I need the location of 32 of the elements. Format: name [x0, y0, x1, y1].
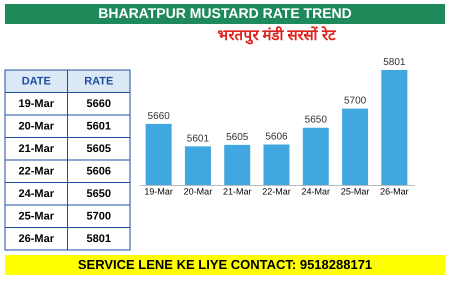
text: 25-Mar [18, 210, 55, 222]
text: 21-Mar [18, 142, 55, 155]
text: 22-Mar [18, 165, 55, 178]
text: 5601 [86, 120, 111, 132]
data-label: 5601 [186, 133, 210, 144]
text: 5700 [86, 210, 111, 222]
data-label: 5801 [383, 57, 406, 68]
x-tick-label: 26-Mar [380, 186, 409, 196]
x-tick-label: 24-Mar [302, 186, 330, 196]
data-label: 5605 [226, 132, 249, 143]
text: 5650 [86, 188, 111, 200]
text: 5606 [86, 165, 111, 178]
data-label: 5700 [344, 96, 367, 107]
chart-title: BHARATPUR MUSTARD RATE TREND [98, 5, 352, 21]
x-tick-label: 25-Mar [340, 186, 370, 196]
x-tick-label: 21-Mar [222, 186, 252, 196]
text: 5605 [86, 142, 111, 155]
data-label: 5650 [304, 114, 328, 126]
text: 20-Mar [18, 120, 55, 132]
text: 5801 [86, 232, 111, 245]
x-tick-label: 19-Mar [144, 186, 173, 196]
text: SERVICE LENE KE LIYE CONTACT: 9518288171 [78, 257, 372, 272]
x-tick-label: 22-Mar [262, 186, 291, 196]
text: 26-Mar [18, 232, 55, 245]
chart-subtitle: भरतपुर मंडी सरसों रेट [217, 26, 337, 45]
x-tick-label: 20-Mar [184, 186, 212, 196]
text: DATE [22, 75, 51, 88]
text: RATE [84, 75, 114, 88]
text: 5660 [86, 98, 111, 110]
data-label: 5606 [265, 132, 288, 142]
data-label: 5660 [148, 110, 170, 122]
text: 19-Mar [18, 98, 55, 110]
